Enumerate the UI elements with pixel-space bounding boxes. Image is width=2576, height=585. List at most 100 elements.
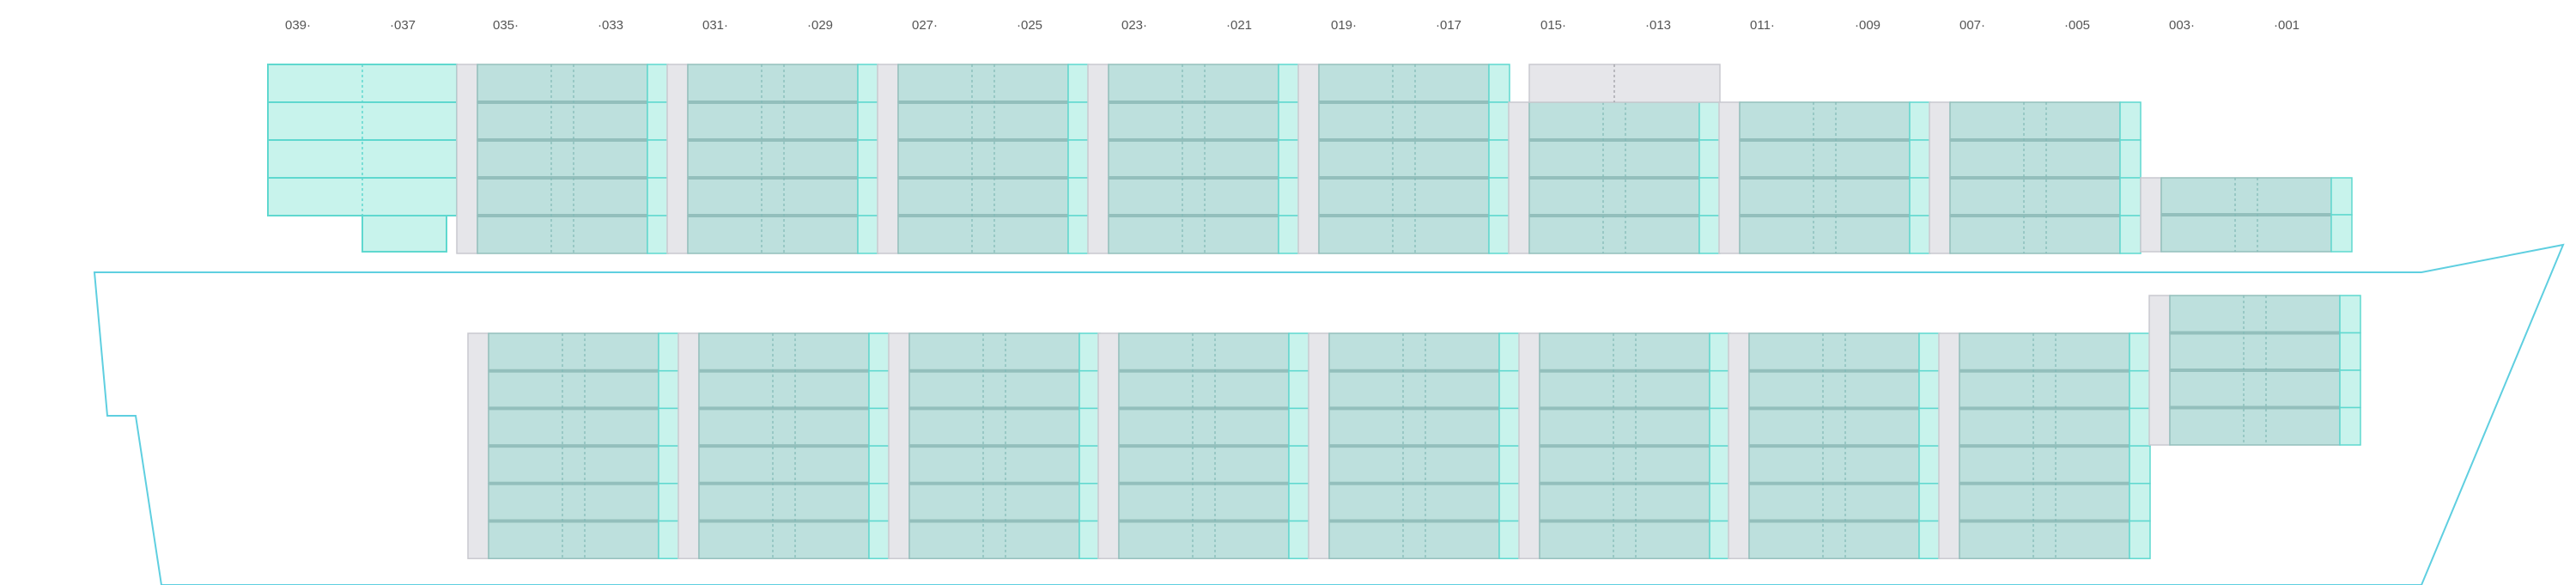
container-slot [698, 369, 870, 410]
bay-label-003: 003· [2169, 18, 2195, 33]
reefer-slot [2129, 332, 2151, 372]
bay-label-027: 027· [912, 18, 938, 33]
container-slot [488, 407, 659, 447]
container-slot [698, 520, 870, 559]
container-slot [1328, 445, 1500, 484]
reefer-slot [1498, 520, 1521, 559]
reefer-slot [658, 332, 680, 372]
reefer-slot [868, 369, 890, 410]
bay-label-017: ·017 [1436, 18, 1461, 33]
container-slot [477, 64, 648, 103]
reefer-slot [2129, 407, 2151, 447]
reefer-slot [2119, 177, 2142, 216]
container-slot [1118, 445, 1290, 484]
reefer-slot [1078, 407, 1101, 447]
reefer-slot [2339, 295, 2361, 334]
reefer-slot [658, 407, 680, 447]
reefer-slot [857, 101, 879, 141]
empty-slot-column [1297, 64, 1320, 254]
reefer-slot [1498, 407, 1521, 447]
container-slot [1118, 369, 1290, 410]
bay-label-025: ·025 [1017, 18, 1042, 33]
stack-hold-3 [888, 332, 1101, 559]
reefer-slot [1709, 369, 1731, 410]
container-slot [477, 177, 648, 216]
reefer-slot [2339, 406, 2361, 446]
container-slot [1959, 407, 2130, 447]
container-slot [687, 177, 859, 216]
reefer-slot [1498, 332, 1521, 372]
container-slot [698, 445, 870, 484]
empty-slot-column [1087, 64, 1109, 254]
reefer-slot [1918, 332, 1941, 372]
stack-deck-9 [2140, 177, 2353, 253]
reefer-slot [1278, 177, 1300, 216]
reefer-slot [1698, 215, 1721, 254]
reefer-slot [2119, 215, 2142, 254]
container-slot [1318, 101, 1490, 141]
container-slot [1528, 177, 1700, 216]
empty-slot-column [1929, 101, 1951, 254]
container-slot [897, 64, 1069, 103]
stack-hold-6 [1518, 332, 1731, 559]
empty-slot-column [456, 64, 478, 254]
stack-hold-4 [1097, 332, 1310, 559]
empty-slot-column [2140, 177, 2162, 253]
container-slot [1539, 332, 1710, 372]
container-slot [1539, 407, 1710, 447]
reefer-slot [1498, 483, 1521, 522]
container-slot [897, 177, 1069, 216]
bay-label-033: ·033 [598, 18, 623, 33]
reefer-slot [1067, 101, 1090, 141]
deck-stacks [267, 64, 2353, 254]
stack-deck-6 [1508, 64, 1721, 254]
container-slot [698, 407, 870, 447]
bay-label-009: ·009 [1855, 18, 1880, 33]
reefer-slot [1078, 445, 1101, 484]
container-slot [908, 369, 1080, 410]
container-slot [1949, 177, 2121, 216]
reefer-slot [1078, 369, 1101, 410]
container-slot [2169, 332, 2341, 371]
reefer-slot [857, 64, 879, 103]
container-slot [1108, 177, 1279, 216]
reefer-slot [1498, 369, 1521, 410]
reefer-slot [1909, 101, 1931, 141]
empty-slot-column [467, 332, 489, 559]
empty-slot-column [877, 64, 899, 254]
bay-label-037: ·037 [390, 18, 416, 33]
container-slot [1959, 369, 2130, 410]
reefer-slot [658, 445, 680, 484]
container-slot [1318, 139, 1490, 179]
bay-label-007: 007· [1959, 18, 1985, 33]
reefer-slot [1698, 139, 1721, 179]
reefer-slot [868, 332, 890, 372]
reefer-slot [2129, 483, 2151, 522]
container-slot [908, 332, 1080, 372]
container-slot [1539, 369, 1710, 410]
container-slot [687, 101, 859, 141]
container-slot [488, 520, 659, 559]
empty-tier [1528, 64, 1721, 103]
reefer-slot [1488, 177, 1510, 216]
reefer-slot [868, 483, 890, 522]
reefer-slot [1067, 64, 1090, 103]
reefer-slot [2119, 101, 2142, 141]
container-slot [2160, 214, 2332, 253]
reefer-slot [1488, 101, 1510, 141]
reefer-slot [2129, 520, 2151, 559]
reefer-slot [1488, 64, 1510, 103]
bay-label-021: ·021 [1226, 18, 1252, 33]
container-slot [1118, 520, 1290, 559]
reefer-slot [1288, 369, 1310, 410]
reefer-slot [1698, 177, 1721, 216]
container-slot [1318, 215, 1490, 254]
container-slot [1108, 64, 1279, 103]
container-slot [1748, 369, 1920, 410]
container-slot [1739, 101, 1911, 141]
container-slot [1318, 64, 1490, 103]
bay-label-023: 023· [1121, 18, 1147, 33]
container-slot [1118, 407, 1290, 447]
reefer-slot [1067, 139, 1090, 179]
reefer-slot [658, 483, 680, 522]
